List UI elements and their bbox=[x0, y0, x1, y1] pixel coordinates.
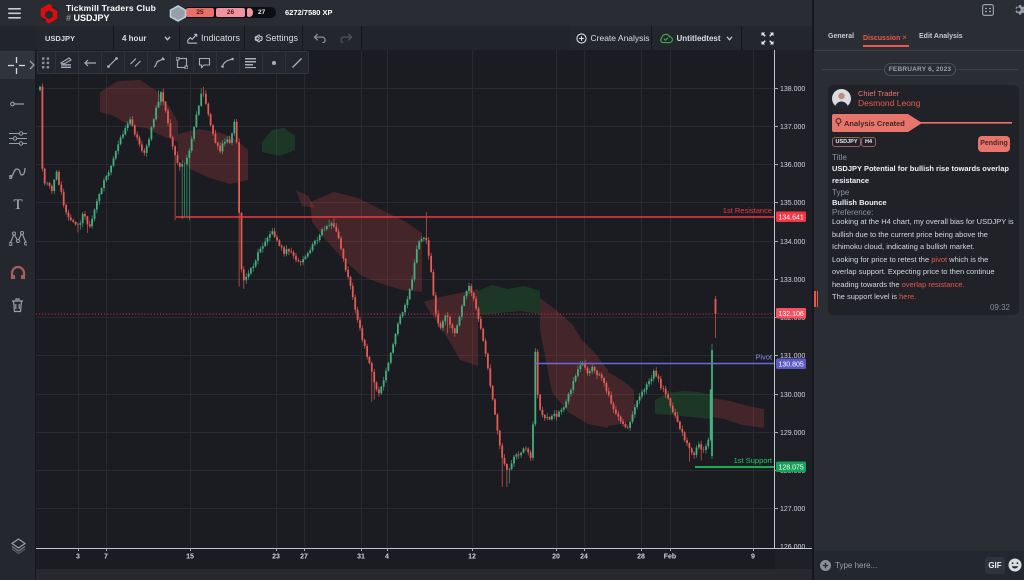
svg-text:9: 9 bbox=[751, 554, 755, 561]
svg-text:133.000: 133.000 bbox=[780, 277, 805, 284]
svg-text:126.000: 126.000 bbox=[780, 544, 805, 551]
svg-text:20: 20 bbox=[552, 554, 560, 561]
svg-text:136.000: 136.000 bbox=[780, 162, 805, 169]
svg-text:3: 3 bbox=[76, 554, 80, 561]
svg-text:134.641: 134.641 bbox=[779, 215, 804, 222]
svg-text:Pivot: Pivot bbox=[755, 353, 773, 362]
svg-text:28: 28 bbox=[637, 554, 645, 561]
svg-text:23: 23 bbox=[272, 554, 280, 561]
svg-text:Feb: Feb bbox=[664, 554, 676, 561]
svg-text:129.000: 129.000 bbox=[780, 430, 805, 437]
svg-text:1st Support: 1st Support bbox=[734, 456, 773, 465]
svg-text:1st Resistance: 1st Resistance bbox=[723, 206, 772, 215]
svg-text:137.000: 137.000 bbox=[780, 124, 805, 131]
svg-text:130.805: 130.805 bbox=[779, 362, 804, 369]
svg-text:27: 27 bbox=[300, 554, 308, 561]
svg-text:128.075: 128.075 bbox=[779, 465, 804, 472]
svg-text:135.000: 135.000 bbox=[780, 200, 805, 207]
svg-text:4: 4 bbox=[385, 554, 389, 561]
svg-text:31: 31 bbox=[357, 554, 365, 561]
svg-text:132.106: 132.106 bbox=[779, 311, 804, 318]
svg-text:15: 15 bbox=[186, 554, 194, 561]
svg-text:127.000: 127.000 bbox=[780, 506, 805, 513]
svg-text:24: 24 bbox=[580, 554, 588, 561]
svg-text:131.000: 131.000 bbox=[780, 353, 805, 360]
svg-text:130.000: 130.000 bbox=[780, 392, 805, 399]
svg-text:134.000: 134.000 bbox=[780, 239, 805, 246]
svg-text:138.000: 138.000 bbox=[780, 86, 805, 93]
svg-text:12: 12 bbox=[468, 554, 476, 561]
svg-text:7: 7 bbox=[104, 554, 108, 561]
